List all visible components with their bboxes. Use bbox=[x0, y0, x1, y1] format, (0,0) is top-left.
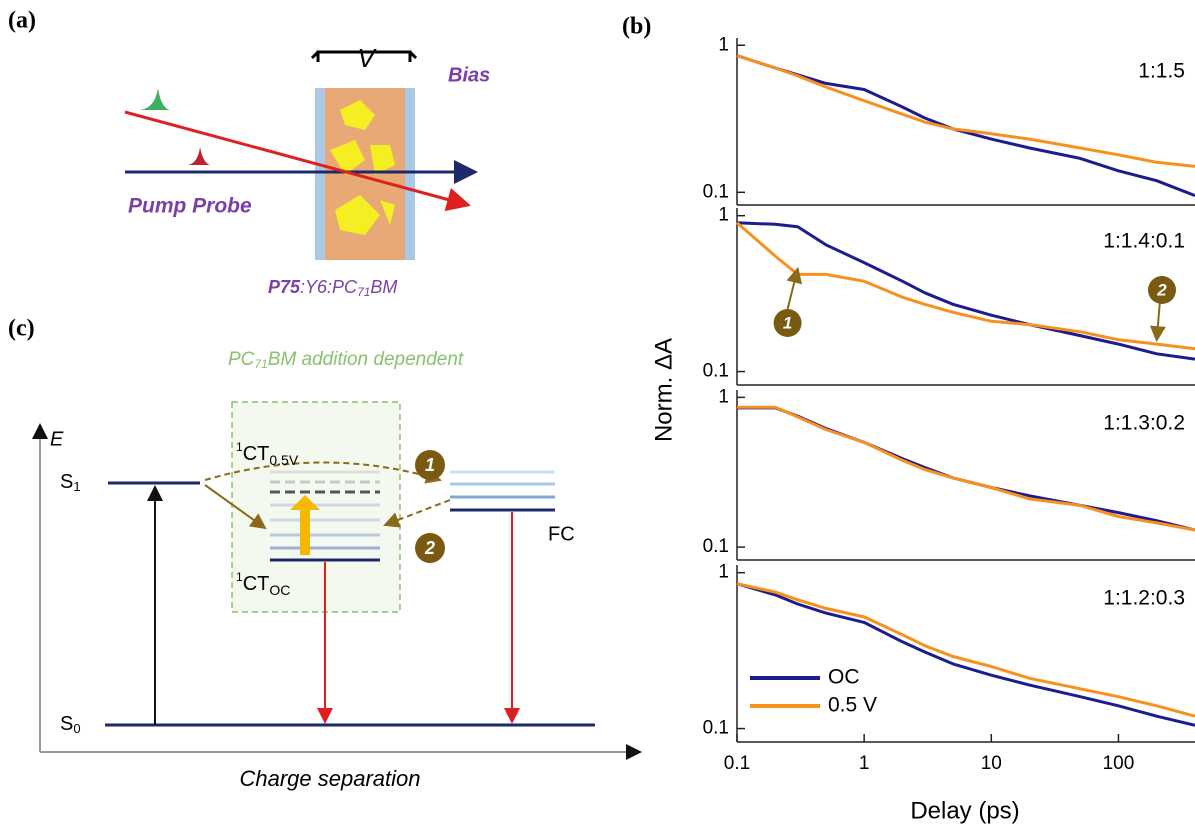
sample-label: P75:Y6:PC71BM bbox=[268, 277, 397, 299]
y-tick-label: 0.1 bbox=[703, 718, 729, 739]
chart-title: 1:1.2:0.3 bbox=[1103, 587, 1185, 610]
relaxation bbox=[204, 484, 267, 530]
ct-label: 1CTOC bbox=[236, 570, 290, 598]
bias-symbol: V bbox=[357, 43, 377, 73]
axis-label: Charge separation bbox=[239, 766, 420, 791]
domains bbox=[330, 100, 395, 235]
ct-label: 1CT0.5V bbox=[236, 440, 299, 468]
chart-title: 1:1.5 bbox=[1138, 60, 1185, 83]
badge bbox=[415, 450, 445, 480]
state-label: S0 bbox=[60, 713, 81, 736]
ct-levels bbox=[270, 470, 555, 562]
y-tick-label: 0.1 bbox=[703, 536, 729, 557]
bias-bracket bbox=[310, 50, 418, 62]
legend-label: 0.5 V bbox=[828, 694, 877, 717]
legend-label: OC bbox=[828, 666, 860, 689]
badge-text: 1 bbox=[425, 455, 435, 475]
panel-a: (a) V Bias Pump Probe P75:Y6:PC71BM bbox=[8, 8, 490, 300]
y-tick-label: 1 bbox=[718, 205, 729, 226]
series-line bbox=[736, 221, 1195, 361]
annotation-badge bbox=[1147, 276, 1176, 304]
series-line bbox=[736, 54, 1195, 168]
series-line bbox=[736, 582, 1195, 727]
x-tick-label: 1 bbox=[859, 753, 870, 774]
pump-probe-label: Pump Probe bbox=[128, 195, 252, 218]
note: PC71BM addition dependent bbox=[228, 349, 464, 371]
y-tick-label: 1 bbox=[718, 386, 729, 407]
chart-title: 1:1.4:0.1 bbox=[1103, 230, 1185, 253]
x-axis-label: Delay (ps) bbox=[910, 797, 1019, 824]
badge-text: 2 bbox=[424, 538, 435, 558]
series-line bbox=[737, 405, 1195, 532]
y-tick-label: 1 bbox=[718, 562, 729, 583]
series-line bbox=[736, 582, 1195, 718]
annotation-text: 1 bbox=[783, 313, 792, 332]
y-tick-label: 0.1 bbox=[703, 361, 729, 382]
annotation-arrow bbox=[786, 266, 803, 310]
y-axis-label: Norm. ΔA bbox=[650, 338, 677, 442]
y-tick-label: 0.1 bbox=[703, 181, 729, 202]
chart-title: 1:1.3:0.2 bbox=[1103, 412, 1185, 435]
x-tick-label: 10 bbox=[981, 753, 1002, 774]
x-tick-label: 0.1 bbox=[724, 753, 750, 774]
y-tick-label: 1 bbox=[718, 34, 729, 55]
shift-arrow bbox=[290, 495, 320, 555]
axis-label: E bbox=[50, 428, 64, 450]
bias-label: Bias bbox=[448, 64, 490, 86]
panel-b: (b) Norm. ΔA Delay (ps) bbox=[622, 14, 1020, 825]
fc-label: FC bbox=[548, 523, 575, 545]
annotation-text: 2 bbox=[1156, 280, 1167, 299]
panel-label: (c) bbox=[8, 316, 35, 342]
pulse-icon bbox=[140, 88, 170, 110]
panel-c: (c) PC71BM addition dependent E S1 S0 1C… bbox=[8, 316, 642, 791]
x-tick-label: 100 bbox=[1103, 753, 1135, 774]
pathway-2 bbox=[383, 499, 451, 528]
series-line bbox=[736, 54, 1195, 197]
state-label: S1 bbox=[60, 471, 81, 494]
series-line bbox=[736, 221, 1195, 351]
pathway-1 bbox=[204, 461, 442, 484]
pulse-icon bbox=[188, 147, 210, 165]
badge bbox=[415, 533, 445, 563]
panel-label: (a) bbox=[8, 8, 36, 34]
pump-beam bbox=[124, 110, 471, 212]
panel-label: (b) bbox=[622, 14, 651, 40]
annotation-badge bbox=[773, 309, 802, 337]
